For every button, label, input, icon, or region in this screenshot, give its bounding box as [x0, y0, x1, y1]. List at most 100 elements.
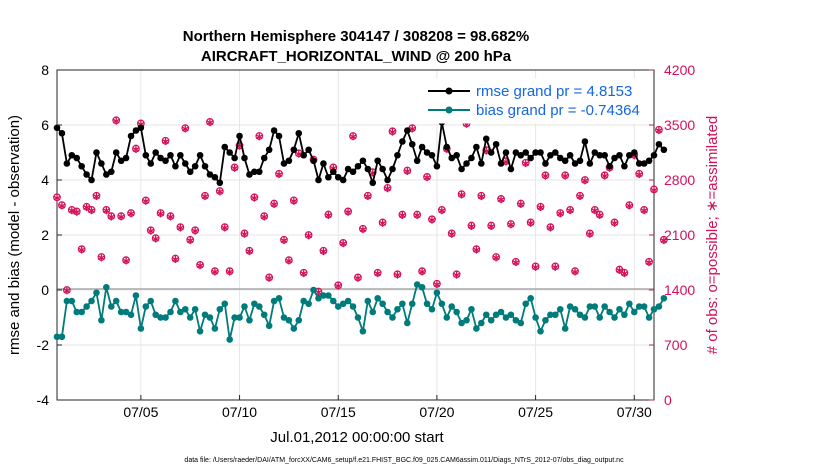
rmse-point: [177, 151, 184, 159]
obs-assimilated-marker: [497, 196, 505, 204]
bias-point: [502, 314, 510, 321]
rmse-point: [502, 149, 510, 156]
chart-title-line1: Northern Hemisphere 304147 / 308208 = 98…: [183, 28, 529, 45]
rmse-point: [596, 151, 604, 159]
bias-point: [329, 297, 337, 305]
rmse-point: [448, 154, 456, 162]
obs-assimilated-marker: [512, 258, 520, 267]
left-y-tick-label: 6: [41, 117, 49, 133]
rmse-point: [478, 160, 485, 167]
bias-point: [236, 314, 243, 321]
rmse-point: [561, 157, 569, 165]
right-y-tick-label: 2800: [664, 172, 695, 188]
obs-assimilated-marker: [280, 236, 288, 245]
right-y-tick-label: 3500: [664, 117, 695, 133]
bias-point: [58, 333, 66, 341]
bias-point: [152, 311, 159, 319]
obs-assimilated-marker: [88, 207, 95, 215]
bias-point: [265, 322, 273, 330]
bias-point: [660, 294, 668, 302]
rmse-point: [206, 171, 214, 178]
bias-point: [137, 325, 145, 332]
rmse-point: [482, 135, 490, 143]
rmse-point: [492, 140, 500, 148]
bias-point: [364, 297, 372, 305]
rmse-point: [93, 149, 100, 156]
rmse-point: [453, 151, 460, 159]
obs-assimilated-marker: [640, 207, 648, 215]
bias-point: [172, 297, 179, 305]
rmse-point: [364, 165, 372, 173]
right-y-tick-label: 1400: [664, 282, 695, 298]
rmse-point: [88, 176, 95, 184]
left-y-axis-label: rmse and bias (model - observation): [6, 115, 23, 355]
x-tick-label: 07/15: [321, 404, 356, 420]
bias-point: [305, 300, 312, 308]
obs-assimilated-marker: [157, 210, 165, 218]
rmse-point: [98, 160, 105, 167]
legend-rmse-label: rmse grand pr = 4.8153: [476, 83, 632, 100]
bias-point: [384, 308, 391, 316]
bias-point: [532, 314, 539, 321]
obs-assimilated-marker: [107, 213, 115, 221]
bias-point: [586, 303, 594, 310]
left-y-tick-label: 8: [41, 62, 49, 78]
bias-point: [468, 305, 475, 313]
bias-point: [591, 303, 599, 310]
rmse-point: [581, 138, 589, 145]
obs-assimilated-marker: [122, 257, 130, 265]
obs-assimilated-marker: [453, 271, 461, 279]
obs-assimilated-marker: [270, 200, 278, 208]
bias-point: [122, 308, 130, 316]
bias-point: [68, 297, 76, 305]
rmse-point: [606, 162, 613, 170]
bias-point: [93, 289, 100, 297]
rmse-point: [325, 173, 332, 181]
obs-assimilated-marker: [645, 258, 653, 267]
rmse-point: [275, 132, 283, 140]
rmse-point: [280, 160, 288, 167]
rmse-point: [285, 157, 293, 165]
bias-point: [78, 308, 85, 316]
rmse-point: [162, 157, 169, 165]
legend: rmse grand pr = 4.8153 bias grand pr = -…: [422, 78, 645, 124]
rmse-point: [236, 132, 243, 140]
bias-point: [290, 325, 298, 332]
bias-point: [463, 316, 470, 324]
bias-point: [201, 311, 209, 319]
left-y-tick-label: 4: [41, 172, 49, 188]
obs-assimilated-marker: [586, 230, 594, 238]
obs-assimilated-marker: [556, 210, 564, 218]
rmse-point: [334, 173, 342, 181]
obs-assimilated-marker: [319, 247, 327, 256]
bias-point: [428, 305, 436, 313]
obs-assimilated-marker: [468, 222, 475, 230]
rmse-point: [157, 154, 164, 162]
bias-point: [576, 311, 584, 319]
obs-assimilated-marker: [571, 268, 579, 276]
rmse-point: [147, 160, 155, 167]
rmse-point: [152, 149, 159, 156]
obs-assimilated-marker: [63, 287, 71, 295]
obs-assimilated-marker: [93, 192, 100, 201]
rmse-point: [211, 173, 219, 181]
rmse-point: [611, 154, 618, 162]
obs-assimilated-marker: [68, 207, 76, 215]
obs-assimilated-marker: [339, 240, 347, 248]
rmse-point: [251, 168, 258, 176]
obs-assimilated-marker: [374, 269, 382, 278]
obs-assimilated-marker: [413, 211, 421, 219]
rmse-point: [290, 146, 298, 154]
obs-assimilated-marker: [167, 213, 174, 221]
bias-point: [581, 314, 589, 321]
bias-point: [191, 305, 199, 313]
obs-assimilated-marker: [389, 128, 396, 136]
rmse-point: [413, 157, 421, 165]
obs-assimilated-marker: [78, 246, 86, 254]
rmse-point: [591, 149, 599, 156]
legend-rmse-marker: [445, 87, 453, 95]
obs-assimilated-marker: [537, 203, 544, 212]
rmse-point: [107, 168, 115, 176]
rmse-point: [320, 160, 327, 167]
bias-point: [640, 303, 648, 310]
